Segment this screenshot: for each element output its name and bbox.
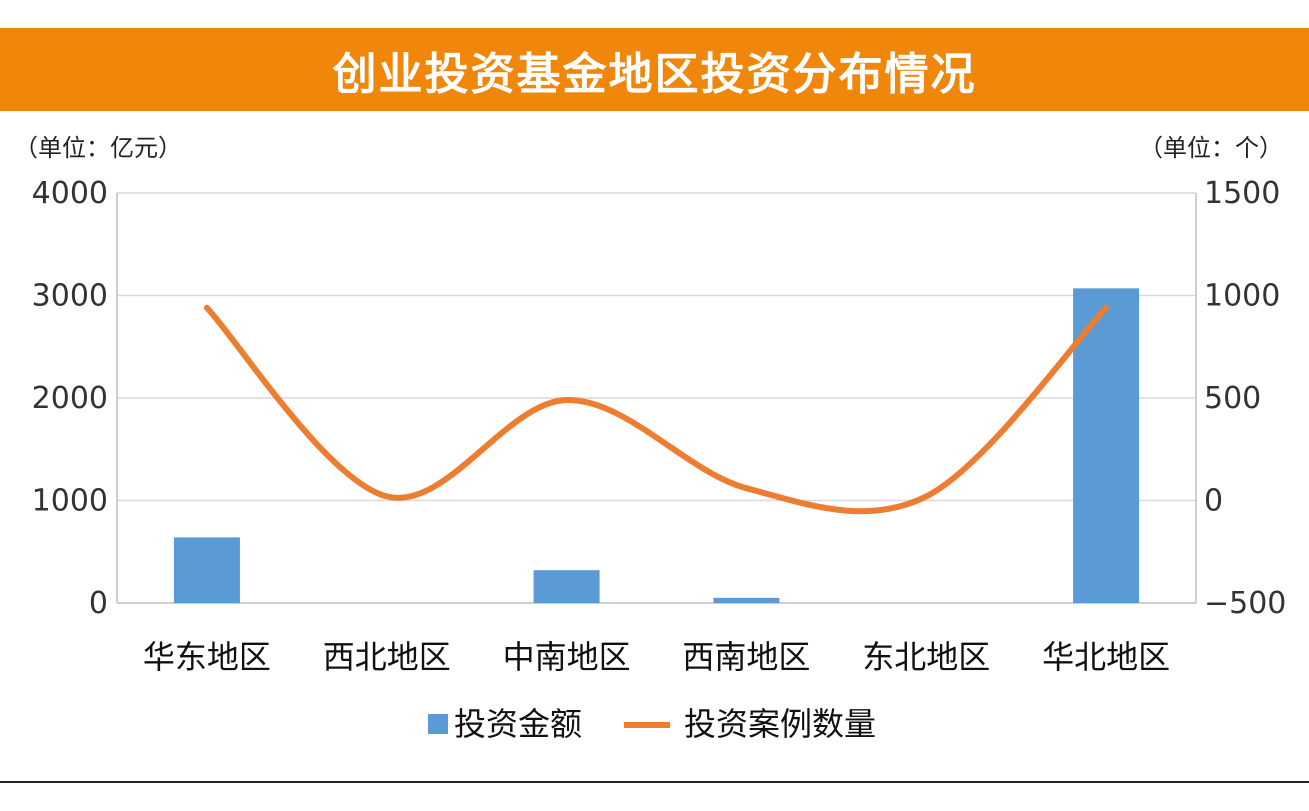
legend-label-bar: 投资金额 [454,705,582,743]
left-axis-unit: （单位：亿元） [14,134,182,162]
x-axis-category-label: 华北地区 [1042,638,1170,676]
right-axis-tick-label: 1000 [1204,279,1280,314]
series-line [203,304,1110,515]
left-axis-tick-label: 2000 [32,381,108,416]
bottom-rule [0,781,1309,783]
legend-swatch-bar [428,714,448,734]
x-axis-category-label: 西南地区 [682,638,810,676]
left-axis-tick-label: 1000 [32,484,108,519]
right-axis-tick-label: 1500 [1204,176,1280,211]
chart-title: 创业投资基金地区投资分布情况 [332,48,977,100]
left-axis-tick-label: 4000 [32,176,108,211]
right-axis-unit: （单位：个） [1139,134,1283,162]
x-axis-category-label: 东北地区 [862,638,990,676]
bar [173,537,240,603]
x-axis-category-label: 华东地区 [143,638,271,676]
x-axis-category-label: 西北地区 [323,638,451,676]
right-axis-tick-label: −500 [1204,586,1286,621]
bar [1073,288,1140,603]
right-axis-tick-label: 500 [1204,381,1261,416]
bar [533,570,600,603]
right-axis-tick-label: 0 [1204,484,1223,519]
bar [713,597,780,603]
x-axis-category-label: 中南地区 [503,638,631,676]
title-bar: 创业投资基金地区投资分布情况 [0,28,1309,111]
left-axis-tick-label: 0 [89,586,108,621]
left-axis-tick-label: 3000 [32,279,108,314]
legend-label-line: 投资案例数量 [684,705,876,743]
